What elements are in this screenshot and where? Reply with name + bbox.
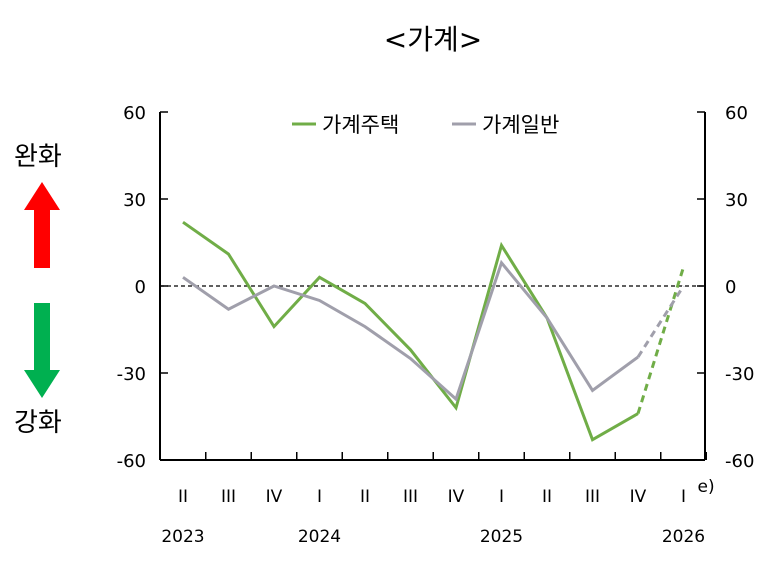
x-suffix-label: e) [698,477,715,497]
year-label: 2025 [480,527,523,547]
x-tick-label: IV [266,487,283,507]
x-tick-label: I [681,487,686,507]
y-tick-label-right: -60 [725,451,754,472]
x-tick-label: I [317,487,322,507]
tightening-label: 강화 [14,408,62,438]
year-label: 2023 [161,527,204,547]
chart-title: <가계> [383,23,483,56]
y-tick-label-left: 0 [135,277,146,298]
y-tick-label-right: 30 [725,190,748,211]
x-tick-label: II [360,487,370,507]
easing-label: 완화 [14,142,62,172]
x-tick-label: I [499,487,504,507]
y-tick-label-right: 0 [725,277,736,298]
x-tick-label: IV [448,487,465,507]
x-tick-label: II [178,487,188,507]
y-tick-label-left: -30 [117,364,146,385]
legend-label: 가계일반 [482,113,559,137]
y-tick-label-left: 30 [123,190,146,211]
y-tick-label-right: 60 [725,103,748,124]
down-arrow-icon [24,303,60,398]
year-label: 2024 [298,527,341,547]
y-tick-label-right: -30 [725,364,754,385]
series-forecast-2 [636,285,685,358]
year-label: 2026 [662,527,705,547]
x-tick-label: III [403,487,418,507]
y-tick-label-left: 60 [123,103,146,124]
x-tick-label: III [585,487,600,507]
legend-label: 가계주택 [322,113,399,137]
y-tick-label-left: -60 [117,451,146,472]
x-tick-label: II [542,487,552,507]
x-tick-label: IV [630,487,647,507]
x-tick-label: III [221,487,236,507]
series-line-1 [182,220,639,442]
up-arrow-icon [24,182,60,268]
series-forecast-1 [636,266,685,415]
